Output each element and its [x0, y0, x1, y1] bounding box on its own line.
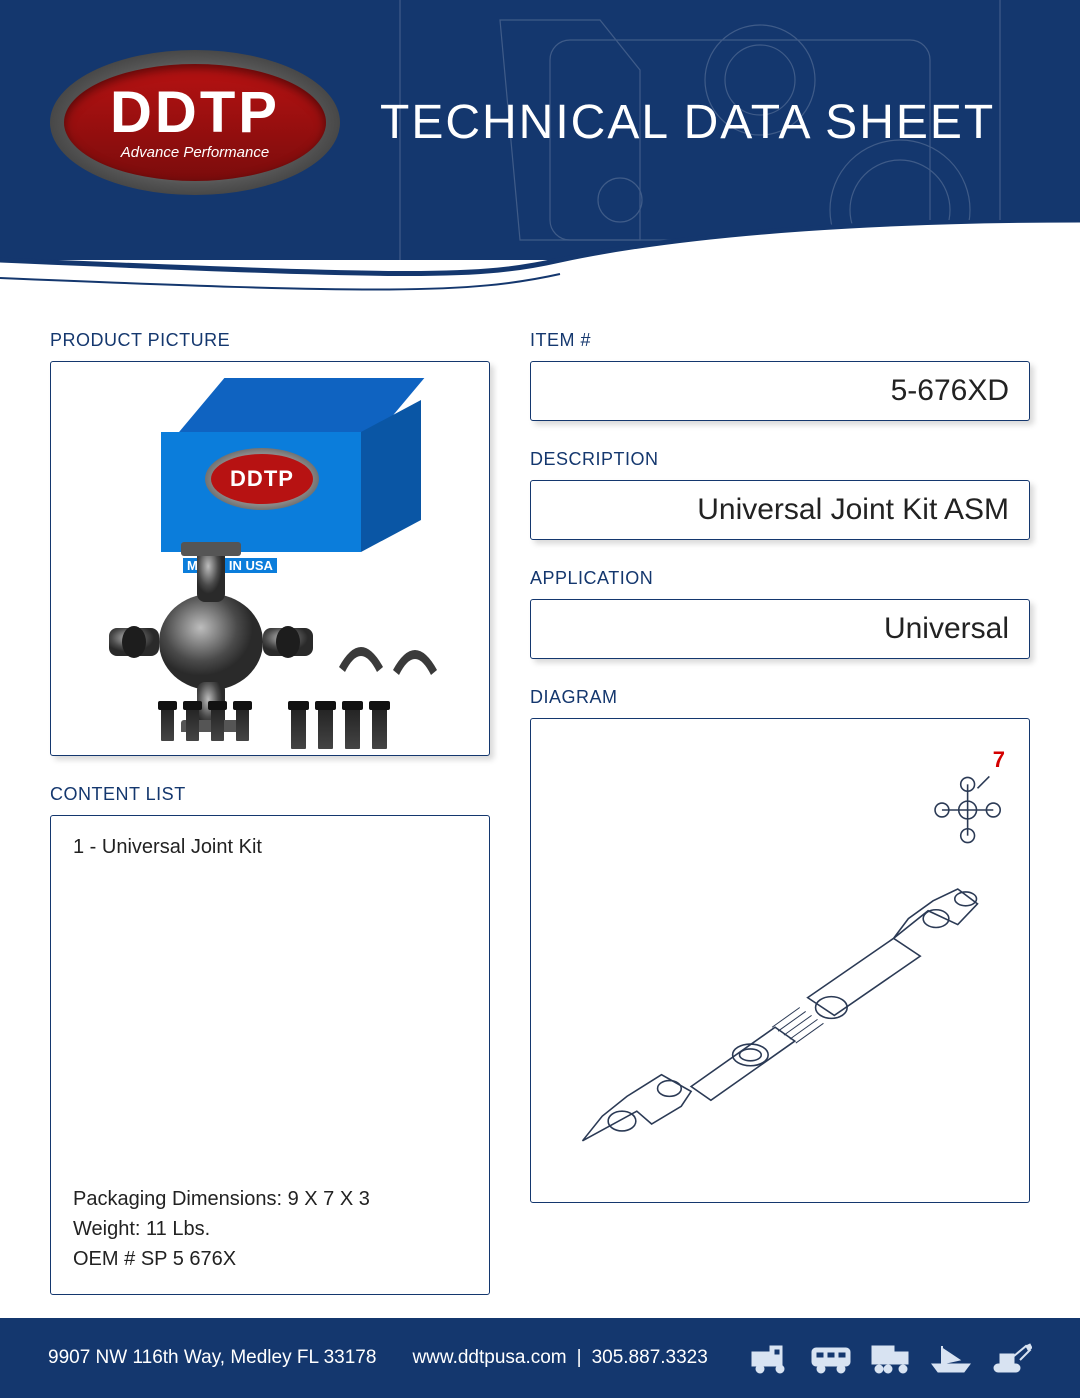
- application-value: Universal: [884, 612, 1009, 645]
- oem-label: OEM #: [73, 1248, 135, 1270]
- description-panel: Universal Joint Kit ASM: [530, 480, 1030, 540]
- footer-vehicle-icons: [750, 1342, 1032, 1374]
- content-list-label: CONTENT LIST: [50, 784, 490, 805]
- bolts-illustration: [161, 707, 387, 749]
- right-column: ITEM # 5-676XD DESCRIPTION Universal Joi…: [530, 330, 1030, 1323]
- application-panel: Universal: [530, 599, 1030, 659]
- footer-website: www.ddtpusa.com: [412, 1347, 566, 1369]
- diagram-label: DIAGRAM: [530, 687, 1030, 708]
- box-logo-text: DDTP: [211, 454, 313, 504]
- oem-value: SP 5 676X: [141, 1248, 236, 1270]
- footer-divider: |: [577, 1347, 582, 1369]
- description-label: DESCRIPTION: [530, 449, 1030, 470]
- packaging-dim-value: 9 X 7 X 3: [288, 1188, 370, 1210]
- content-list-specs: Packaging Dimensions: 9 X 7 X 3 Weight: …: [73, 1184, 467, 1274]
- footer-phone: 305.887.3323: [592, 1347, 708, 1369]
- boat-icon: [930, 1342, 972, 1374]
- content-list-item: 1 - Universal Joint Kit: [73, 836, 467, 859]
- footer-address: 9907 NW 116th Way, Medley FL 33178: [48, 1347, 376, 1369]
- brand-logo: DDTP Advance Performance: [50, 50, 340, 195]
- clips-illustration: [331, 622, 451, 682]
- truck-icon: [750, 1342, 792, 1374]
- application-label: APPLICATION: [530, 568, 1030, 589]
- footer: 9907 NW 116th Way, Medley FL 33178 www.d…: [0, 1318, 1080, 1398]
- product-picture-label: PRODUCT PICTURE: [50, 330, 490, 351]
- packaging-dim-label: Packaging Dimensions:: [73, 1188, 282, 1210]
- item-number-label: ITEM #: [530, 330, 1030, 351]
- semi-truck-icon: [870, 1342, 912, 1374]
- item-number-panel: 5-676XD: [530, 361, 1030, 421]
- diagram-panel: 7: [530, 718, 1030, 1203]
- content-list-panel: 1 - Universal Joint Kit Packaging Dimens…: [50, 815, 490, 1295]
- header: DDTP Advance Performance TECHNICAL DATA …: [0, 0, 1080, 260]
- product-picture-panel: DDTP MADE IN USA: [50, 361, 490, 756]
- bus-icon: [810, 1342, 852, 1374]
- left-column: PRODUCT PICTURE DDTP MADE IN USA: [50, 330, 490, 1323]
- excavator-icon: [990, 1342, 1032, 1374]
- weight-value: 11 Lbs.: [146, 1218, 210, 1240]
- product-box-illustration: DDTP MADE IN USA: [161, 402, 391, 552]
- diagram-illustration: [543, 731, 1017, 1185]
- brand-name: DDTP: [110, 84, 280, 142]
- item-number-value: 5-676XD: [891, 374, 1009, 407]
- description-value: Universal Joint Kit ASM: [697, 493, 1009, 526]
- content-area: PRODUCT PICTURE DDTP MADE IN USA: [50, 330, 1030, 1323]
- brand-tagline: Advance Performance: [121, 144, 269, 161]
- weight-label: Weight:: [73, 1218, 140, 1240]
- page-title: TECHNICAL DATA SHEET: [380, 95, 995, 150]
